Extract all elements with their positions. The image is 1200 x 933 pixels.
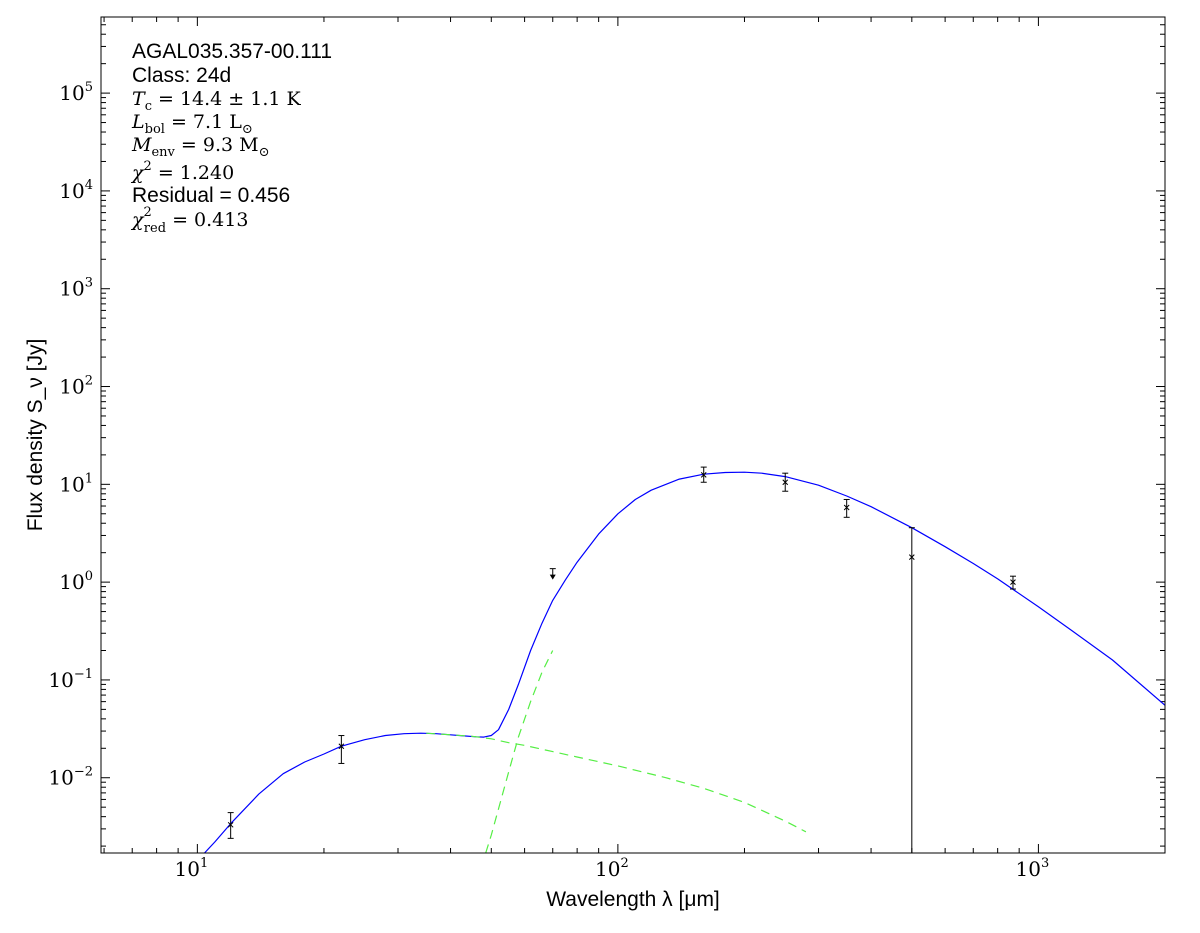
x-tick-base: 10 [1016,857,1041,881]
envelope-mass-label: Menv = 9.3 M⊙ [131,134,270,160]
y-tick-base: 10 [59,81,84,105]
lbol-symbol: L [131,111,145,133]
x-tick-exponent: 2 [620,856,628,871]
source-name: AGAL035.357-00.111 [132,40,332,63]
y-tick-base: 10 [48,766,73,790]
y-tick-base: 10 [59,375,84,399]
chi-squared-label: χ2 = 1.240 [130,159,234,184]
chi2-symbol: χ [130,162,145,184]
x-tick-label: 103 [1016,856,1050,881]
x-axis-label: Wavelength λ [μm] [546,888,720,911]
menv-value: = 9.3 M [175,134,259,156]
tick-marks [101,16,1166,853]
measurement-points [227,466,1016,854]
lbol-value: = 7.1 L [165,111,242,133]
y-tick-exponent: 5 [85,80,93,95]
chi2red-symbol: χ [130,209,145,231]
chi2red-value: = 0.413 [166,209,248,231]
y-tick-exponent: 2 [85,374,93,389]
luminosity-label: Lbol = 7.1 L⊙ [131,111,253,137]
x-tick-label: 101 [174,856,208,881]
y-tick-base: 10 [48,668,73,692]
residual-label: Residual = 0.456 [132,184,290,207]
model-fit-curve [204,471,1165,853]
data-point-marker [338,743,345,750]
fit-annotation: AGAL035.357-00.111 Class: 24d Tc = 14.4 … [130,40,332,236]
model-curves [204,471,1165,853]
y-tick-label: 10−1 [48,667,93,692]
x-tick-base: 10 [174,857,199,881]
chi2red-superscript: 2 [144,205,152,220]
y-tick-exponent: −1 [74,667,93,682]
y-tick-label: 100 [59,569,93,594]
x-tick-base: 10 [595,857,620,881]
temperature-label: Tc = 14.4 ± 1.1 K [132,88,302,114]
plot-area [100,16,1166,854]
component-curve-1 [426,732,807,833]
component-curve-2 [485,650,554,853]
y-tick-label: 104 [59,178,93,203]
x-tick-exponent: 1 [200,856,208,871]
y-axis-label: Flux density S_ν [Jy] [24,339,47,532]
y-tick-base: 10 [59,277,84,301]
data-point-marker [227,821,234,828]
plot-frame [100,16,1166,854]
y-tick-label: 103 [59,276,93,301]
menv-symbol: M [131,134,152,156]
x-tick-exponent: 3 [1041,856,1049,871]
class-label: Class: 24d [132,64,231,87]
lbol-subscript: bol [145,122,165,137]
data-point-marker [700,471,707,478]
y-tick-exponent: 4 [85,178,93,193]
chi2red-subscript: red [144,221,166,236]
chi2-value: = 1.240 [152,162,234,184]
x-tick-label: 102 [595,856,629,881]
data-point-marker [908,554,915,561]
reduced-chi-squared-label: χ2 red = 0.413 [130,205,248,236]
y-tick-exponent: 0 [85,569,93,584]
tc-value: = 14.4 ± 1.1 K [152,88,302,110]
y-tick-exponent: 3 [85,276,93,291]
y-tick-label: 102 [59,374,93,399]
y-tick-base: 10 [59,472,84,496]
tc-symbol: T [132,88,146,110]
menv-subscript: env [151,145,175,160]
upper-limit-arrow [549,574,556,580]
y-tick-exponent: 1 [85,471,93,486]
x-tick-labels: 101 102 103 [174,856,1049,881]
y-tick-base: 10 [59,179,84,203]
data-point-marker [782,479,789,486]
data-point-marker [1010,579,1016,585]
y-tick-label: 10−2 [48,765,93,790]
tc-subscript: c [145,99,152,114]
y-tick-label: 101 [59,471,93,496]
lbol-sun-subscript: ⊙ [242,122,253,137]
y-tick-exponent: −2 [74,765,93,780]
y-tick-label: 105 [59,80,93,105]
y-tick-base: 10 [59,570,84,594]
data-point-marker [843,504,850,511]
menv-sun-subscript: ⊙ [259,145,270,160]
chi2-superscript: 2 [144,159,152,174]
